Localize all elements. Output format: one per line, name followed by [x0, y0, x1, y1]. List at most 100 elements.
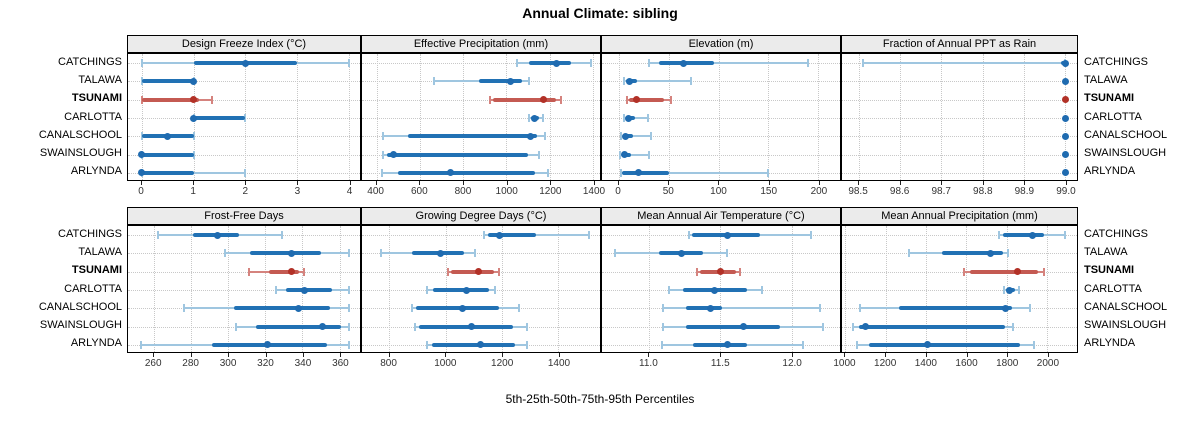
axis-tick-label: 11.5 — [710, 358, 730, 369]
whisker-cap — [646, 114, 649, 122]
axis-tick — [506, 181, 508, 185]
axis-tick — [388, 353, 390, 357]
whisker-cap — [807, 59, 810, 68]
whisker-cap — [696, 267, 699, 276]
median-dot — [138, 169, 146, 177]
panel-strip: Mean Annual Precipitation (mm) — [841, 207, 1078, 225]
whisker-cap — [760, 286, 763, 294]
iqr-bar — [256, 324, 342, 329]
whisker-cap — [1043, 267, 1046, 276]
whisker-cap — [858, 304, 861, 313]
median-dot — [213, 231, 221, 239]
median-dot — [241, 59, 249, 67]
iqr-bar — [141, 97, 199, 102]
whisker-cap — [767, 168, 770, 177]
site-label-right: CARLOTTA — [1084, 282, 1142, 295]
axis-tick — [297, 181, 299, 185]
whisker-cap — [234, 322, 237, 331]
iqr-bar — [387, 152, 529, 157]
whisker-cap — [382, 150, 384, 159]
whisker-cap — [482, 231, 485, 240]
vertical-gridline — [141, 54, 143, 180]
iqr-bar — [868, 342, 1020, 347]
axis-tick-label: 3 — [294, 186, 301, 197]
site-label-right: SWAINSLOUGH — [1084, 147, 1167, 160]
median-dot — [539, 96, 547, 104]
horizontal-gridline — [842, 154, 1077, 156]
whisker-cap — [447, 267, 450, 276]
axis-tick — [1047, 353, 1049, 357]
whisker-cap — [244, 114, 247, 122]
iqr-bar — [970, 269, 1039, 274]
axis-tick — [550, 181, 552, 185]
axis-tick-label: 320 — [257, 358, 274, 369]
axis-tick-label: 340 — [294, 358, 312, 369]
iqr-bar — [942, 251, 1003, 256]
panel-strip: Growing Degree Days (°C) — [361, 207, 601, 225]
whisker-cap — [647, 150, 650, 159]
site-label-left: CANALSCHOOL — [38, 128, 122, 141]
axis-tick — [445, 353, 447, 357]
vertical-gridline — [818, 54, 820, 180]
whisker-cap — [244, 168, 247, 177]
whisker-cap — [139, 340, 142, 349]
median-dot — [621, 151, 629, 159]
iqr-bar — [529, 61, 572, 66]
whisker-cap — [526, 340, 529, 349]
median-dot — [263, 341, 271, 349]
whisker-cap — [498, 267, 501, 276]
horizontal-gridline — [842, 99, 1077, 101]
iqr-bar — [431, 342, 515, 347]
iqr-bar — [487, 233, 536, 238]
axis-tick-label: 1600 — [955, 358, 978, 369]
axis-tick-label: 300 — [219, 358, 237, 369]
whisker-cap — [192, 150, 195, 159]
whisker-cap — [347, 340, 350, 349]
whisker-cap — [660, 340, 663, 349]
vertical-gridline — [845, 226, 847, 352]
iqr-bar — [398, 170, 535, 175]
median-dot — [1061, 59, 1069, 67]
whisker-cap — [528, 77, 531, 86]
horizontal-gridline — [128, 136, 360, 138]
site-label-right: CANALSCHOOL — [1084, 128, 1168, 141]
whisker-cap — [537, 150, 540, 159]
whisker-cap — [1011, 322, 1014, 331]
site-label-right: CATCHINGS — [1084, 227, 1148, 240]
median-dot — [295, 304, 303, 312]
axis-tick — [340, 353, 342, 357]
iqr-bar — [418, 324, 514, 329]
panel — [841, 53, 1078, 181]
iqr-bar — [233, 306, 331, 311]
median-dot — [287, 249, 295, 257]
chart-title: Annual Climate: sibling — [522, 5, 678, 21]
site-label-right: SWAINSLOUGH — [1084, 319, 1167, 332]
site-label-right: ARLYNDA — [1084, 337, 1136, 350]
median-dot — [626, 77, 634, 85]
iqr-bar — [141, 152, 194, 157]
axis-tick — [153, 353, 155, 357]
whisker-cap — [516, 59, 519, 68]
site-label-right: TSUNAMI — [1084, 264, 1135, 277]
whisker-cap — [622, 114, 625, 122]
median-dot — [987, 249, 995, 257]
whisker-cap — [489, 95, 492, 104]
whisker-line — [663, 307, 821, 310]
horizontal-gridline — [842, 172, 1077, 174]
whisker-cap — [821, 322, 824, 331]
horizontal-gridline — [362, 235, 600, 237]
median-dot — [463, 286, 471, 294]
iqr-bar — [451, 269, 494, 274]
iqr-bar — [250, 251, 321, 256]
vertical-gridline — [768, 54, 770, 180]
site-label-right: CANALSCHOOL — [1084, 300, 1168, 313]
whisker-cap — [559, 95, 562, 104]
whisker-line — [483, 234, 590, 237]
horizontal-gridline — [602, 81, 840, 83]
median-dot — [467, 323, 475, 331]
axis-tick — [302, 353, 304, 357]
whisker-cap — [347, 322, 350, 331]
axis-tick-label: 99.0 — [1056, 186, 1076, 197]
whisker-cap — [622, 77, 625, 86]
axis-tick — [1007, 353, 1009, 357]
